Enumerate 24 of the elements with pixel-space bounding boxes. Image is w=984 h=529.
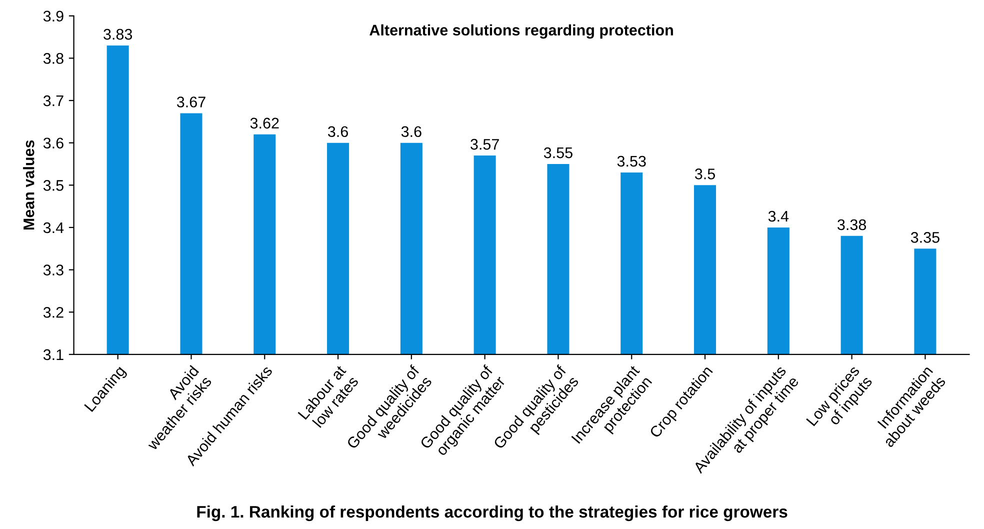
y-axis-title: Mean values <box>23 140 34 230</box>
y-tick-label: 3.3 <box>43 264 64 276</box>
y-tick-label: 3.7 <box>43 95 64 106</box>
y-tick-label: 3.2 <box>43 306 64 318</box>
data-label: 3.35 <box>910 232 940 243</box>
y-tick-label: 3.9 <box>43 10 64 22</box>
y-tick-label: 3.1 <box>43 349 64 360</box>
data-label: 3.6 <box>401 126 422 138</box>
data-label: 3.83 <box>104 28 132 40</box>
data-label: 3.6 <box>328 126 348 138</box>
y-tick-label: 3.4 <box>43 222 64 234</box>
data-label: 3.55 <box>544 147 572 158</box>
text: Alternative solutions regarding protection <box>370 24 673 39</box>
data-label: 3.5 <box>694 168 715 180</box>
data-label: 3.38 <box>838 219 866 230</box>
y-tick-label: 3.5 <box>43 180 64 191</box>
data-label: 3.62 <box>250 118 279 129</box>
caption: Fig. 1. Ranking of respondents according to the strategies for rice growers <box>197 505 788 522</box>
y-tick-label: 3.6 <box>43 138 64 149</box>
data-label: 3.67 <box>176 96 206 108</box>
y-tick-label: 3.8 <box>43 53 64 64</box>
data-label: 3.53 <box>617 156 646 167</box>
data-label: 3.4 <box>768 210 789 222</box>
data-label: 3.57 <box>470 138 499 150</box>
